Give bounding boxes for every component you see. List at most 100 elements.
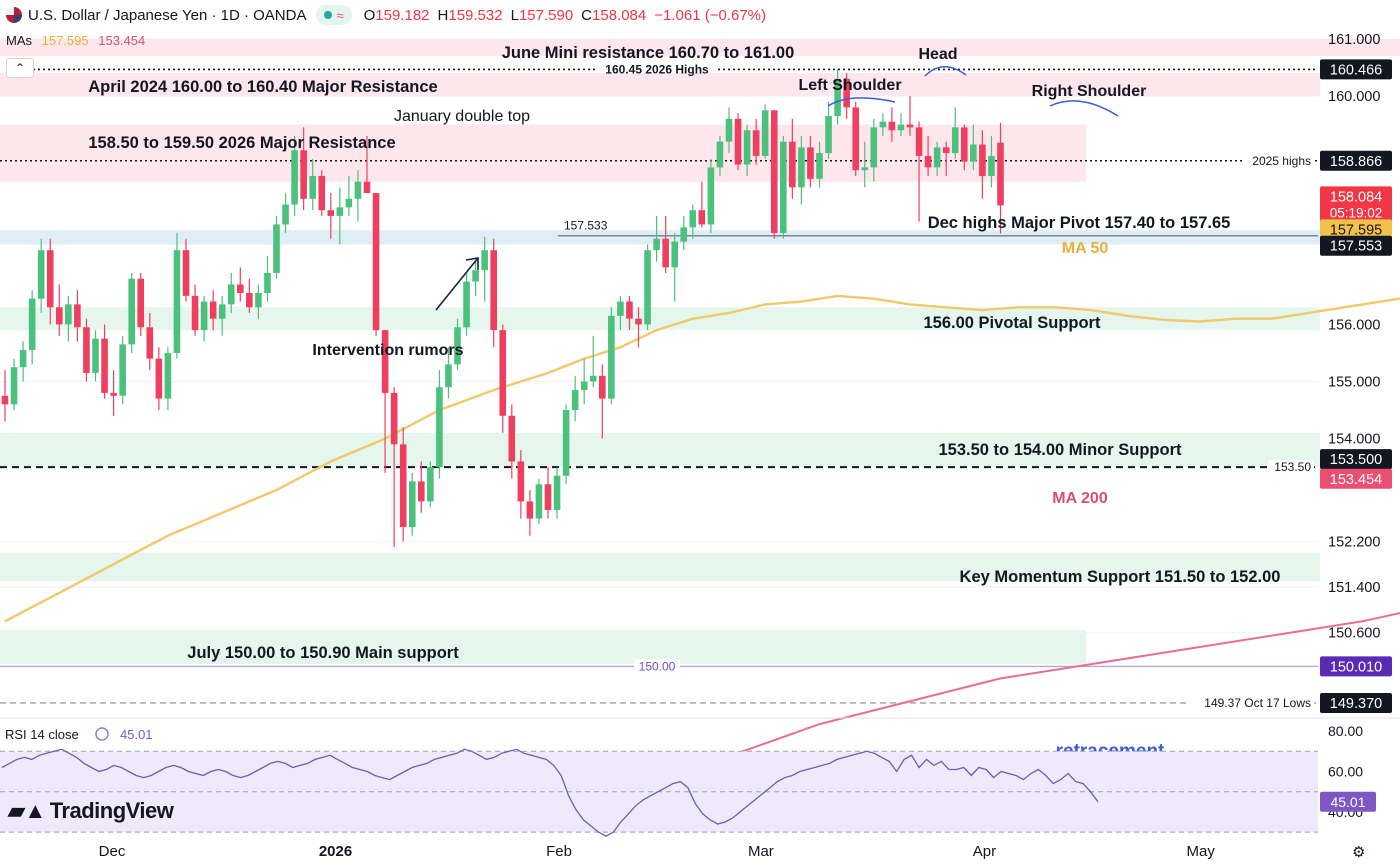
candle-body (526, 501, 534, 519)
candle-body (372, 193, 380, 331)
intervention-arrow-head-icon (465, 257, 479, 270)
candle-body (988, 155, 995, 176)
price-tag (1320, 186, 1392, 223)
candle-body (951, 127, 959, 154)
candle-body (933, 147, 941, 168)
candle-body (888, 121, 896, 131)
ohlc-low: 157.590 (518, 6, 574, 24)
reference-label: 160.45 2026 Highs (605, 62, 709, 76)
candle-body (798, 147, 805, 188)
candle-body (499, 330, 507, 416)
time-axis-label: Apr (973, 843, 996, 860)
rsi-current-value: 45.01 (1330, 794, 1365, 810)
time-axis[interactable]: Dec 2026 Feb Mar Apr May (99, 843, 1216, 860)
candle-body (255, 292, 262, 308)
candle-body (707, 167, 715, 225)
time-axis-label: Dec (99, 843, 126, 860)
candle-body (544, 484, 552, 510)
price-tag (1320, 692, 1392, 713)
candle-body (381, 330, 389, 393)
chart-annotation: Right Shoulder (1032, 83, 1147, 100)
reference-label-bg (1189, 695, 1314, 710)
rsi-line (1, 748, 1099, 837)
price-tick-label: 154.000 (1328, 432, 1380, 448)
zone-band (0, 629, 1086, 665)
right-shoulder-arc (1049, 100, 1119, 117)
rsi-source-icon (95, 727, 109, 741)
candle-body (436, 387, 443, 468)
ma-legend[interactable]: MAs 157.595 153.454 (6, 33, 145, 48)
symbol-title[interactable]: U.S. Dollar / Japanese Yen · 1D · OANDA (28, 6, 307, 24)
indicator-wave-icon: ≈ (336, 7, 344, 23)
candle-body (246, 292, 253, 308)
chart-annotation: MA 50 (1062, 240, 1109, 257)
candle-body (56, 307, 63, 325)
tradingview-logo[interactable]: ▰▲ TradingView (8, 798, 174, 824)
zone-band (0, 124, 1086, 182)
currency-flag-icon (6, 7, 22, 23)
zone-label: 158.50 to 159.50 2026 Major Resistance (88, 134, 395, 152)
candle-body (970, 144, 977, 162)
ohlc-low-label: L (510, 6, 519, 24)
time-axis-label: Mar (748, 843, 774, 860)
candle-body (209, 301, 217, 319)
price-tag (1320, 656, 1392, 677)
ma200-line (674, 612, 1400, 777)
candle-body (635, 318, 642, 325)
candle-body (345, 198, 353, 208)
reference-label: 157.533 (564, 219, 608, 233)
ohlc-close: 158.084 (592, 6, 647, 24)
candle-body (508, 415, 516, 462)
candle-body (689, 210, 697, 228)
rsi-current-tag (1320, 791, 1376, 812)
intervention-arrow-icon (435, 257, 479, 311)
chart-annotation: MA 200 (1052, 490, 1108, 507)
candle-body (291, 150, 298, 205)
candle-body (92, 338, 99, 373)
collapse-legend-button[interactable]: ⌃ (6, 58, 34, 78)
candle-body (870, 127, 878, 168)
price-tick-label: 150.600 (1328, 626, 1380, 642)
candle-body (472, 270, 479, 282)
price-tick-label: 156.000 (1328, 317, 1380, 333)
candle-body (734, 118, 742, 165)
rsi-legend-value: 45.01 (120, 727, 153, 742)
reference-label-bg (597, 58, 717, 73)
candle-body (363, 181, 371, 194)
candle-body (427, 467, 434, 502)
reference-label: 153.50 (1274, 460, 1311, 474)
market-status-pill[interactable]: ≈ (316, 5, 352, 25)
candle-body (191, 295, 199, 331)
candle-body (789, 141, 796, 188)
price-tag (1320, 59, 1392, 80)
price-tag-value: 153.500 (1330, 452, 1382, 468)
zone-band (0, 552, 1320, 582)
market-open-dot-icon (324, 11, 333, 19)
ohlc-high-label: H (437, 6, 449, 24)
price-tag (1320, 235, 1392, 256)
grid-layer (0, 38, 1318, 634)
candle-body (897, 124, 905, 131)
price-axis[interactable]: 161.000 160.466 160.000 158.866 158.08405:19… (1320, 32, 1392, 713)
zone-band (0, 230, 1320, 245)
candle-body (834, 78, 841, 116)
candle-body (454, 327, 461, 365)
price-tick-label: 152.200 (1328, 534, 1380, 550)
candle-body (83, 327, 90, 373)
candle-body (680, 227, 688, 242)
candle-body (626, 301, 633, 319)
zone-label: Dec highs Major Pivot 157.40 to 157.65 (928, 214, 1231, 232)
candle-body (915, 127, 923, 156)
candle-body (418, 481, 425, 502)
candle-body (879, 121, 887, 128)
zone-label: 156.00 Pivotal Support (924, 314, 1101, 332)
head-arc (924, 66, 967, 77)
chart-annotation: January double top (394, 108, 530, 125)
ma-legend-label: MAs (6, 33, 32, 48)
settings-gear-icon[interactable]: ⚙ (1352, 844, 1366, 861)
candle-body (218, 304, 226, 319)
price-tag-value: 160.466 (1330, 62, 1382, 78)
tv-logo-text: TradingView (49, 798, 174, 823)
